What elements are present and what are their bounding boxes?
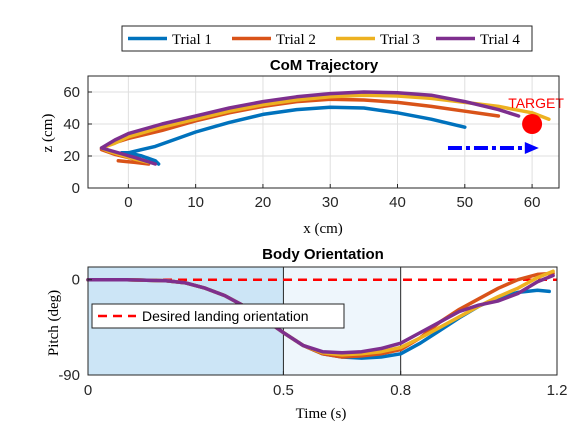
chart-title-com: CoM Trajectory [270,57,379,74]
time-tick-label-0.5: 0.5 [273,382,294,399]
pitch-series-trial-4 [86,273,555,355]
target-marker [522,114,543,134]
x-tick-label-20: 20 [255,194,272,211]
plot-border-com [87,75,560,189]
direction-arrow-head [524,142,539,154]
y-axis-label-com: z (cm) [40,114,56,153]
legend-label-trial-2: Trial 2 [276,32,316,48]
com-trajectory-chart: CoM Trajectory TARGET 0 10 20 30 40 50 60 0 20 40… [40,57,564,237]
body-orientation-chart: Body Orientation 0 0.5 0.8 1.2-900 Desired … [46,246,567,422]
y-axis-label-orientation: Pitch (deg) [46,290,62,356]
x-axis-label-com: x (cm) [303,221,343,237]
legend: Trial 1 Trial 2 Trial 3 Trial 4 [121,25,533,52]
time-tick-label-1.2: 1.2 [547,382,568,399]
target-label: TARGET [508,95,564,111]
y-tick-label-0: 0 [72,180,80,197]
pitch-tick-label-0: 0 [72,272,80,289]
reference-legend-label: Desired landing orientation [142,308,309,324]
legend-label-trial-3: Trial 3 [380,32,420,48]
x-tick-label-60: 60 [524,194,541,211]
y-tick-label-40: 40 [63,116,80,133]
time-tick-label-0: 0 [84,382,92,399]
x-tick-label-30: 30 [322,194,339,211]
y-tick-label-60: 60 [63,84,80,101]
pitch-tick-label--90: -90 [58,367,80,384]
legend-label-trial-1: Trial 1 [172,32,212,48]
reference-legend: Desired landing orientation [91,303,345,329]
com-series-trial-4 [99,90,521,166]
legend-label-trial-4: Trial 4 [480,32,520,48]
time-tick-label-0.8: 0.8 [390,382,411,399]
x-tick-label-0: 0 [124,194,132,211]
x-tick-label-10: 10 [187,194,204,211]
chart-title-orientation: Body Orientation [262,246,384,263]
com-series-trial-1 [119,105,467,166]
y-tick-label-20: 20 [63,148,80,165]
x-tick-label-40: 40 [389,194,406,211]
x-tick-label-50: 50 [456,194,473,211]
x-axis-label-orientation: Time (s) [296,406,347,422]
plot-border-orientation [87,266,558,376]
